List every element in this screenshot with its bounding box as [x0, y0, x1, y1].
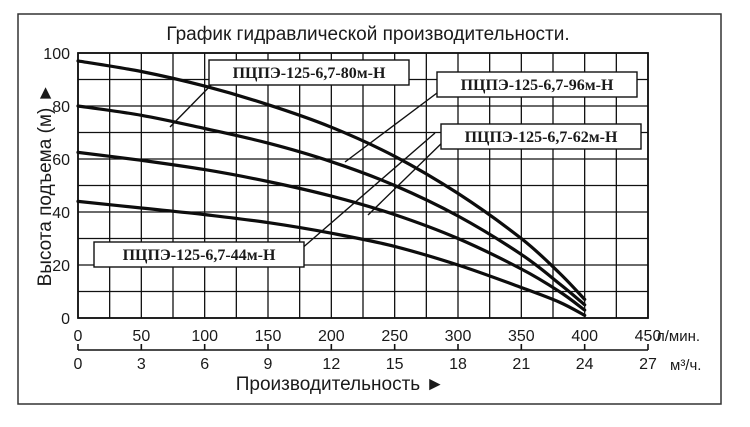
x-tick-label: 0 — [74, 328, 83, 345]
series-label-3: ПЦПЭ-125-6,7-44м-Н — [123, 247, 276, 264]
series-line-1 — [76, 104, 587, 307]
x2-tick-label: 6 — [200, 356, 209, 373]
series-label-box-0 — [436, 71, 638, 98]
x-tick-label: 50 — [132, 328, 150, 345]
leader-line-0 — [344, 89, 442, 163]
series-line-0 — [76, 59, 587, 301]
series-label-box-1 — [208, 59, 410, 86]
y-axis-label: Высота подъема (м) ► — [35, 84, 56, 287]
y-tick-label: 80 — [52, 99, 70, 116]
x-tick-label: 350 — [508, 328, 535, 345]
y-tick-label: 100 — [43, 46, 70, 63]
leader-line-2 — [367, 137, 448, 216]
y-tick-label: 40 — [52, 205, 70, 222]
series-line-2 — [76, 150, 587, 312]
x2-tick-label: 27 — [639, 356, 657, 373]
x-axis-unit-secondary: м³/ч. — [670, 357, 701, 374]
y-tick-label: 20 — [52, 258, 70, 275]
label-leaders — [169, 77, 448, 251]
axes: 0 20 40 60 80 100 0 50 100 150 200 250 300 350 400 450 0… — [43, 46, 661, 373]
series-line-3 — [76, 199, 587, 317]
x-tick-label: 100 — [191, 328, 218, 345]
x2-tick-label: 21 — [512, 356, 530, 373]
x2-tick-label: 18 — [449, 356, 467, 373]
y-tick-label: 60 — [52, 152, 70, 169]
leader-line-3 — [299, 132, 436, 251]
x2-tick-label: 9 — [264, 356, 273, 373]
series-label-1: ПЦПЭ-125-6,7-80м-Н — [233, 65, 386, 82]
x2-tick-label: 12 — [322, 356, 340, 373]
x-axis-label: Производительность ► — [236, 374, 445, 395]
x-tick-label: 400 — [571, 328, 598, 345]
y-tick-label: 0 — [61, 311, 70, 328]
chart-frame — [17, 13, 722, 405]
x-axis-unit-primary: л/мин. — [656, 328, 700, 345]
series-label-0: ПЦПЭ-125-6,7-96м-Н — [461, 77, 614, 94]
series-label-box-2 — [440, 123, 642, 150]
plot-area-border — [77, 52, 649, 319]
x2-tick-label: 24 — [576, 356, 594, 373]
series-label-2: ПЦПЭ-125-6,7-62м-Н — [465, 129, 618, 146]
leader-line-1 — [169, 77, 219, 128]
series-label-box-3 — [93, 241, 305, 268]
series-labels: ПЦПЭ-125-6,7-96м-Н ПЦПЭ-125-6,7-80м-Н ПЦПЭ… — [93, 59, 642, 268]
x-tick-label: 250 — [381, 328, 408, 345]
x2-tick-label: 15 — [386, 356, 404, 373]
x-tick-label: 200 — [318, 328, 345, 345]
x-tick-label: 150 — [255, 328, 282, 345]
x-tick-label: 450 — [635, 328, 662, 345]
x-tick-label: 300 — [445, 328, 472, 345]
x2-tick-label: 3 — [137, 356, 146, 373]
x2-tick-label: 0 — [74, 356, 83, 373]
curves — [76, 59, 587, 317]
chart-title: График гидравлической производительности… — [166, 24, 569, 45]
